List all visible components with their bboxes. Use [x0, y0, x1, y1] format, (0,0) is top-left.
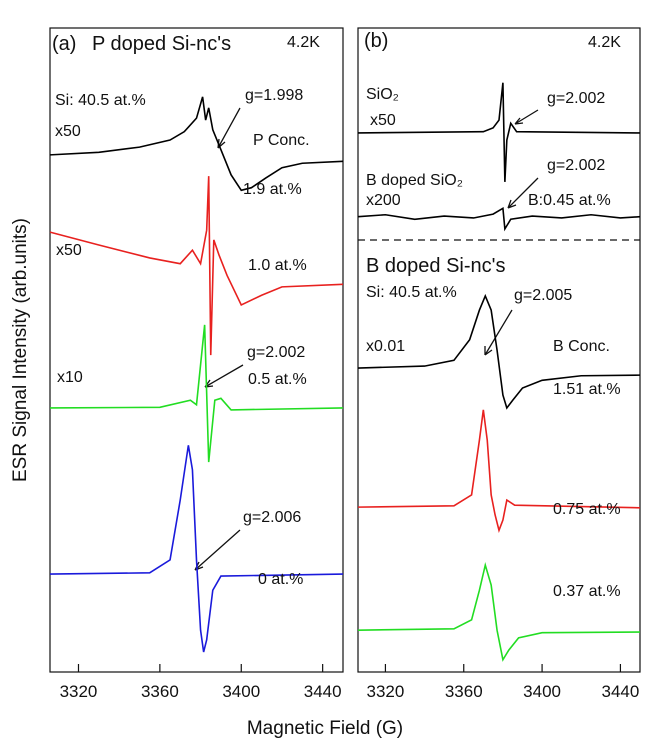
panel-title: P doped Si-nc's [92, 33, 231, 55]
arrow [194, 529, 241, 571]
series-label: 1.9 at.% [243, 181, 302, 198]
arrow [507, 177, 539, 209]
annotation: SiO₂ [366, 86, 399, 103]
spectrum-line [357, 409, 641, 533]
annotation: g=1.998 [245, 87, 303, 104]
annotation: x50 [55, 123, 81, 140]
series-label: 0.75 at.% [553, 501, 621, 518]
annotation: Si: 40.5 at.% [55, 92, 146, 109]
annotation: x0.01 [366, 338, 405, 355]
y-axis-label: ESR Signal Intensity (arb.units) [10, 218, 31, 482]
panel-label: (b) [364, 30, 388, 52]
panel-a-frame [49, 27, 344, 673]
annotation: x50 [56, 242, 82, 259]
annotation: Si: 40.5 at.% [366, 284, 457, 301]
annotation: B Conc. [553, 338, 610, 355]
x-tick-label: 3320 [367, 682, 405, 701]
spectrum-line [49, 445, 344, 653]
x-tick-label: 3400 [222, 682, 260, 701]
x-tick-label: 3360 [445, 682, 483, 701]
arrow [514, 109, 539, 125]
panel-title: B doped Si-nc's [366, 255, 505, 277]
annotation: P Conc. [253, 132, 310, 149]
annotation: x200 [366, 192, 401, 209]
arrow [204, 364, 244, 388]
series-label: 1.0 at.% [248, 257, 307, 274]
annotation: B doped SiO₂ [366, 172, 463, 189]
annotation: 4.2K [287, 34, 320, 51]
spectrum-line [357, 82, 641, 182]
series-label: 1.51 at.% [553, 381, 621, 398]
annotation: g=2.002 [547, 157, 605, 174]
x-tick-label: 3440 [602, 682, 640, 701]
x-tick-label: 3320 [60, 682, 98, 701]
arrow [217, 107, 241, 149]
panel-b-frame [357, 27, 641, 673]
series-label: 0.5 at.% [248, 371, 307, 388]
series-label: 0 at.% [258, 571, 303, 588]
spectrum-line [49, 324, 344, 463]
panel-label: (a) [52, 33, 76, 55]
annotation: B:0.45 at.% [528, 192, 611, 209]
spectrum-line [49, 96, 344, 192]
series-label: 0.37 at.% [553, 583, 621, 600]
x-tick-label: 3440 [304, 682, 342, 701]
annotation: 4.2K [588, 34, 621, 51]
spectrum-line [49, 176, 344, 356]
annotation: x10 [57, 369, 83, 386]
x-tick-label: 3400 [523, 682, 561, 701]
spectrum-line [357, 293, 641, 410]
annotation: x50 [370, 112, 396, 129]
spectrum-line [357, 206, 641, 232]
annotation: g=2.002 [247, 344, 305, 361]
x-tick-label: 3360 [141, 682, 179, 701]
x-axis-label: Magnetic Field (G) [247, 718, 403, 739]
annotation: g=2.006 [243, 509, 301, 526]
spectrum-line [357, 561, 641, 662]
annotation: g=2.002 [547, 90, 605, 107]
annotation: g=2.005 [514, 287, 572, 304]
arrow [484, 309, 513, 356]
